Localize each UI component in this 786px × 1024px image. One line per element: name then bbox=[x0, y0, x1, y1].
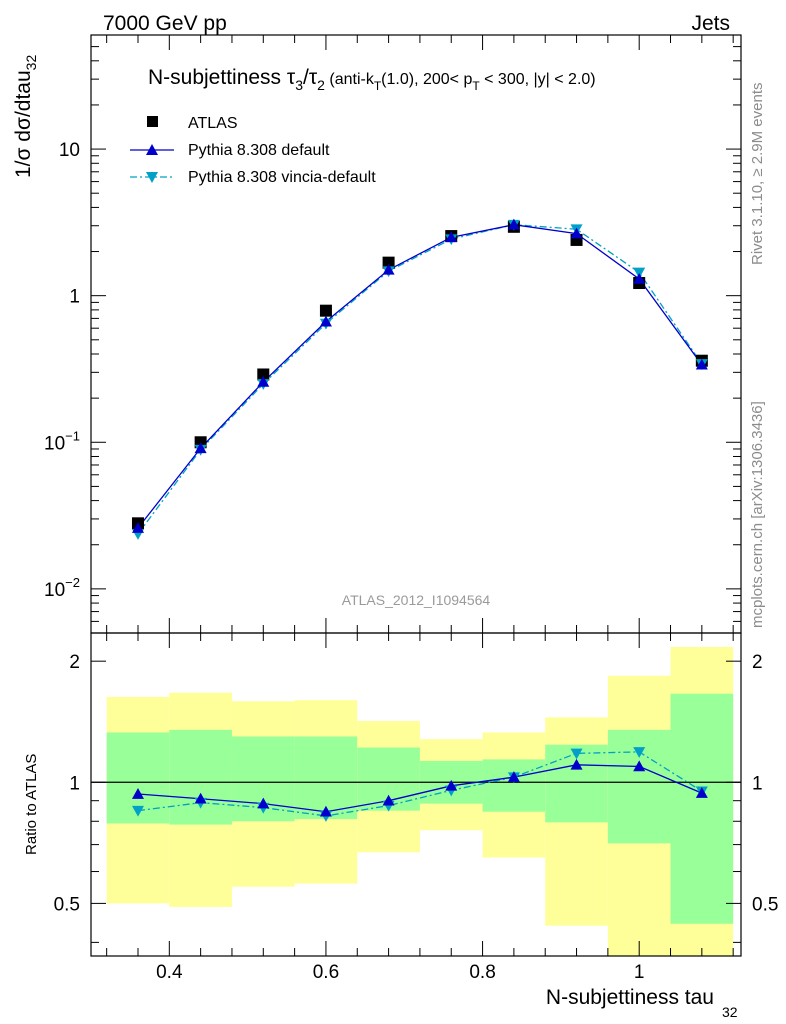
main-y-tick-label: 1 bbox=[69, 287, 80, 308]
ratio-y-tick-label: 1 bbox=[69, 773, 80, 794]
ratio-panel: 0.5 0.5 1 1 2 2 0.4 0.6 0.8 1 bbox=[54, 632, 778, 983]
ratio-vincia-point bbox=[570, 748, 583, 760]
ratio-y-tick-label-right: 2 bbox=[752, 652, 763, 673]
legend-marker-vincia bbox=[146, 172, 158, 183]
ratio-y-tick-label-right: 0.5 bbox=[752, 894, 778, 915]
main-y-tick-base: 10 bbox=[44, 580, 65, 601]
default-point bbox=[570, 227, 583, 239]
x-tick-label: 0.6 bbox=[313, 962, 339, 983]
series-line-default bbox=[137, 224, 703, 529]
main-y-tick-exp: −2 bbox=[65, 575, 80, 590]
main-y-tick-label: 10−2 bbox=[44, 575, 80, 601]
ratio-default-point bbox=[570, 758, 583, 770]
ratio-default-point bbox=[695, 787, 708, 798]
series-line-vincia bbox=[137, 224, 703, 535]
header-left: 7000 GeV pp bbox=[103, 12, 227, 35]
default-point bbox=[319, 315, 332, 327]
x-tick-label: 0.4 bbox=[156, 962, 183, 983]
main-y-tick-label: 10−1 bbox=[44, 428, 80, 454]
main-y-label-sub: 32 bbox=[23, 55, 39, 71]
ratio-default-point bbox=[633, 760, 646, 772]
title-sub-t1: T bbox=[374, 79, 382, 93]
main-y-label-text: 1/σ dσ/dtau bbox=[12, 70, 35, 178]
default-point bbox=[257, 375, 270, 387]
default-point bbox=[194, 442, 207, 454]
main-y-tick-exp: −1 bbox=[65, 428, 80, 443]
band-inner bbox=[169, 729, 232, 825]
title-cut-3: < 300, |y| < 2.0) bbox=[480, 71, 596, 88]
ratio-y-tick-label: 0.5 bbox=[54, 894, 80, 915]
mcplots-label: mcplots.cern.ch [arXiv:1306.3436] bbox=[749, 401, 766, 628]
band-inner bbox=[294, 736, 358, 820]
title-cut-2: (1.0), 200< p bbox=[381, 71, 472, 88]
title-slash: /τ bbox=[303, 66, 318, 89]
analysis-watermark: ATLAS_2012_I1094564 bbox=[342, 592, 491, 608]
legend-marker-default bbox=[146, 144, 158, 155]
ratio-y-axis: 0.5 0.5 1 1 2 2 bbox=[54, 652, 778, 943]
main-x-ticks bbox=[106, 35, 734, 633]
ratio-line-default bbox=[137, 764, 703, 813]
header-right: Jets bbox=[691, 12, 730, 35]
x-axis-label-sub: 32 bbox=[722, 1004, 738, 1020]
title-sub-2: 2 bbox=[317, 77, 325, 93]
ratio-y-tick-label-right: 1 bbox=[752, 773, 763, 794]
ratio-default-point bbox=[382, 794, 395, 806]
ratio-default-point bbox=[257, 797, 270, 809]
default-point bbox=[382, 263, 395, 275]
band-inner bbox=[670, 693, 734, 924]
x-tick-label: 0.8 bbox=[469, 962, 495, 983]
uncertainty-bands bbox=[91, 646, 741, 956]
ratio-vincia-point bbox=[131, 805, 144, 817]
main-title: N-subjettiness τ3/τ2 (anti-kT(1.0), 200<… bbox=[148, 66, 596, 93]
default-point bbox=[445, 231, 458, 243]
atlas-point bbox=[382, 256, 395, 269]
atlas-point bbox=[319, 304, 332, 317]
ratio-default-point bbox=[319, 805, 332, 817]
default-point bbox=[633, 272, 646, 284]
ratio-series bbox=[131, 747, 708, 822]
ratio-line-vincia bbox=[137, 751, 703, 817]
default-point bbox=[695, 358, 708, 370]
ratio-default-point bbox=[507, 771, 520, 782]
legend: ATLAS Pythia 8.308 default Pythia 8.308 … bbox=[130, 115, 376, 186]
band-inner bbox=[482, 759, 546, 812]
ratio-vincia-point bbox=[633, 747, 646, 758]
band-inner bbox=[607, 729, 671, 844]
legend-marker-atlas bbox=[147, 116, 158, 127]
x-axis-label-text: N-subjettiness tau bbox=[546, 986, 714, 1009]
atlas-point bbox=[257, 368, 270, 381]
ratio-panel-frame bbox=[90, 632, 742, 957]
title-cut-1: (anti-k bbox=[325, 71, 375, 88]
ratio-default-point bbox=[131, 788, 144, 799]
legend-label-default: Pythia 8.308 default bbox=[188, 142, 330, 159]
legend-label-atlas: ATLAS bbox=[188, 115, 238, 132]
ratio-y-tick-label: 2 bbox=[69, 652, 80, 673]
title-sub-t2: T bbox=[472, 79, 480, 93]
title-main: N-subjettiness τ bbox=[148, 66, 296, 89]
x-tick-label: 1 bbox=[634, 962, 645, 983]
legend-label-vincia: Pythia 8.308 vincia-default bbox=[188, 169, 376, 186]
main-y-tick-label: 10 bbox=[59, 140, 80, 161]
default-point bbox=[507, 218, 520, 230]
ratio-default-point bbox=[445, 779, 458, 791]
rivet-label: Rivet 3.1.10, ≥ 2.9M events bbox=[749, 83, 766, 266]
main-y-label: 1/σ dσ/dtau32 bbox=[12, 55, 39, 178]
ratio-x-axis: 0.4 0.6 0.8 1 bbox=[106, 633, 734, 983]
ratio-default-point bbox=[194, 792, 207, 804]
title-sub-3: 3 bbox=[295, 77, 303, 93]
main-y-tick-base: 10 bbox=[44, 433, 65, 454]
x-axis-label: N-subjettiness tau bbox=[546, 986, 714, 1009]
default-point bbox=[131, 522, 144, 533]
main-series bbox=[131, 218, 708, 540]
ratio-y-label: Ratio to ATLAS bbox=[23, 754, 40, 855]
